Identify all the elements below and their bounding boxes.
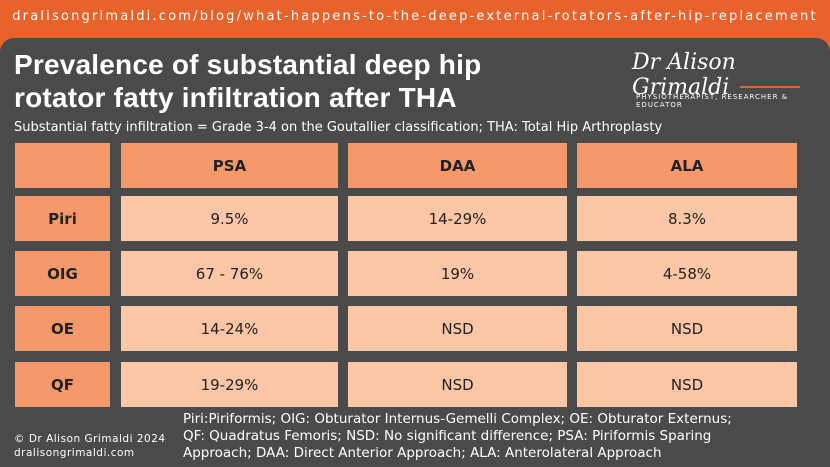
table-cell: NSD bbox=[348, 306, 567, 351]
title: Prevalence of substantial deep hip bbox=[14, 49, 482, 80]
table-cell: 14-24% bbox=[121, 306, 338, 351]
table-cell: NSD bbox=[577, 362, 797, 407]
copyright-line: © Dr Alison Grimaldi 2024 bbox=[14, 433, 166, 445]
logo: Dr Alison Grimaldi bbox=[632, 50, 736, 100]
footnote-line: Piri:Piriformis; OIG: Obturator Internus… bbox=[183, 411, 732, 427]
corner-cell bbox=[15, 143, 110, 188]
logo-tagline: PHYSIOTHERAPIST, RESEARCHER & EDUCATOR bbox=[636, 93, 789, 109]
row-header: OE bbox=[15, 306, 110, 351]
table-cell: 4-58% bbox=[577, 251, 797, 296]
column-header: ALA bbox=[577, 143, 797, 188]
row-header: QF bbox=[15, 362, 110, 407]
logo-underline bbox=[740, 86, 800, 88]
row-header: Piri bbox=[15, 196, 110, 241]
column-header: PSA bbox=[121, 143, 338, 188]
table-cell: NSD bbox=[577, 306, 797, 351]
footnote: Piri:Piriformis; OIG: Obturator Internus… bbox=[183, 411, 732, 462]
row-header: OIG bbox=[15, 251, 110, 296]
table-cell: 19-29% bbox=[121, 362, 338, 407]
table-cell: 14-29% bbox=[348, 196, 567, 241]
table-cell: NSD bbox=[348, 362, 567, 407]
column-header: DAA bbox=[348, 143, 567, 188]
table-cell: 67 - 76% bbox=[121, 251, 338, 296]
copyright-line: dralisongrimaldi.com bbox=[14, 447, 135, 459]
title: rotator fatty infiltration after THA bbox=[14, 82, 457, 113]
subtitle: Substantial fatty infiltration = Grade 3… bbox=[14, 120, 663, 135]
copyright: © Dr Alison Grimaldi 2024 dralisongrimald… bbox=[14, 432, 166, 460]
footnote-line: Approach; DAA: Direct Anterior Approach;… bbox=[183, 445, 662, 461]
footnote-line: QF: Quadratus Femoris; NSD: No significa… bbox=[183, 428, 712, 444]
table-cell: 9.5% bbox=[121, 196, 338, 241]
table-cell: 19% bbox=[348, 251, 567, 296]
table-cell: 8.3% bbox=[577, 196, 797, 241]
url: dralisongrimaldi.com/blog/what-happens-t… bbox=[12, 9, 818, 24]
